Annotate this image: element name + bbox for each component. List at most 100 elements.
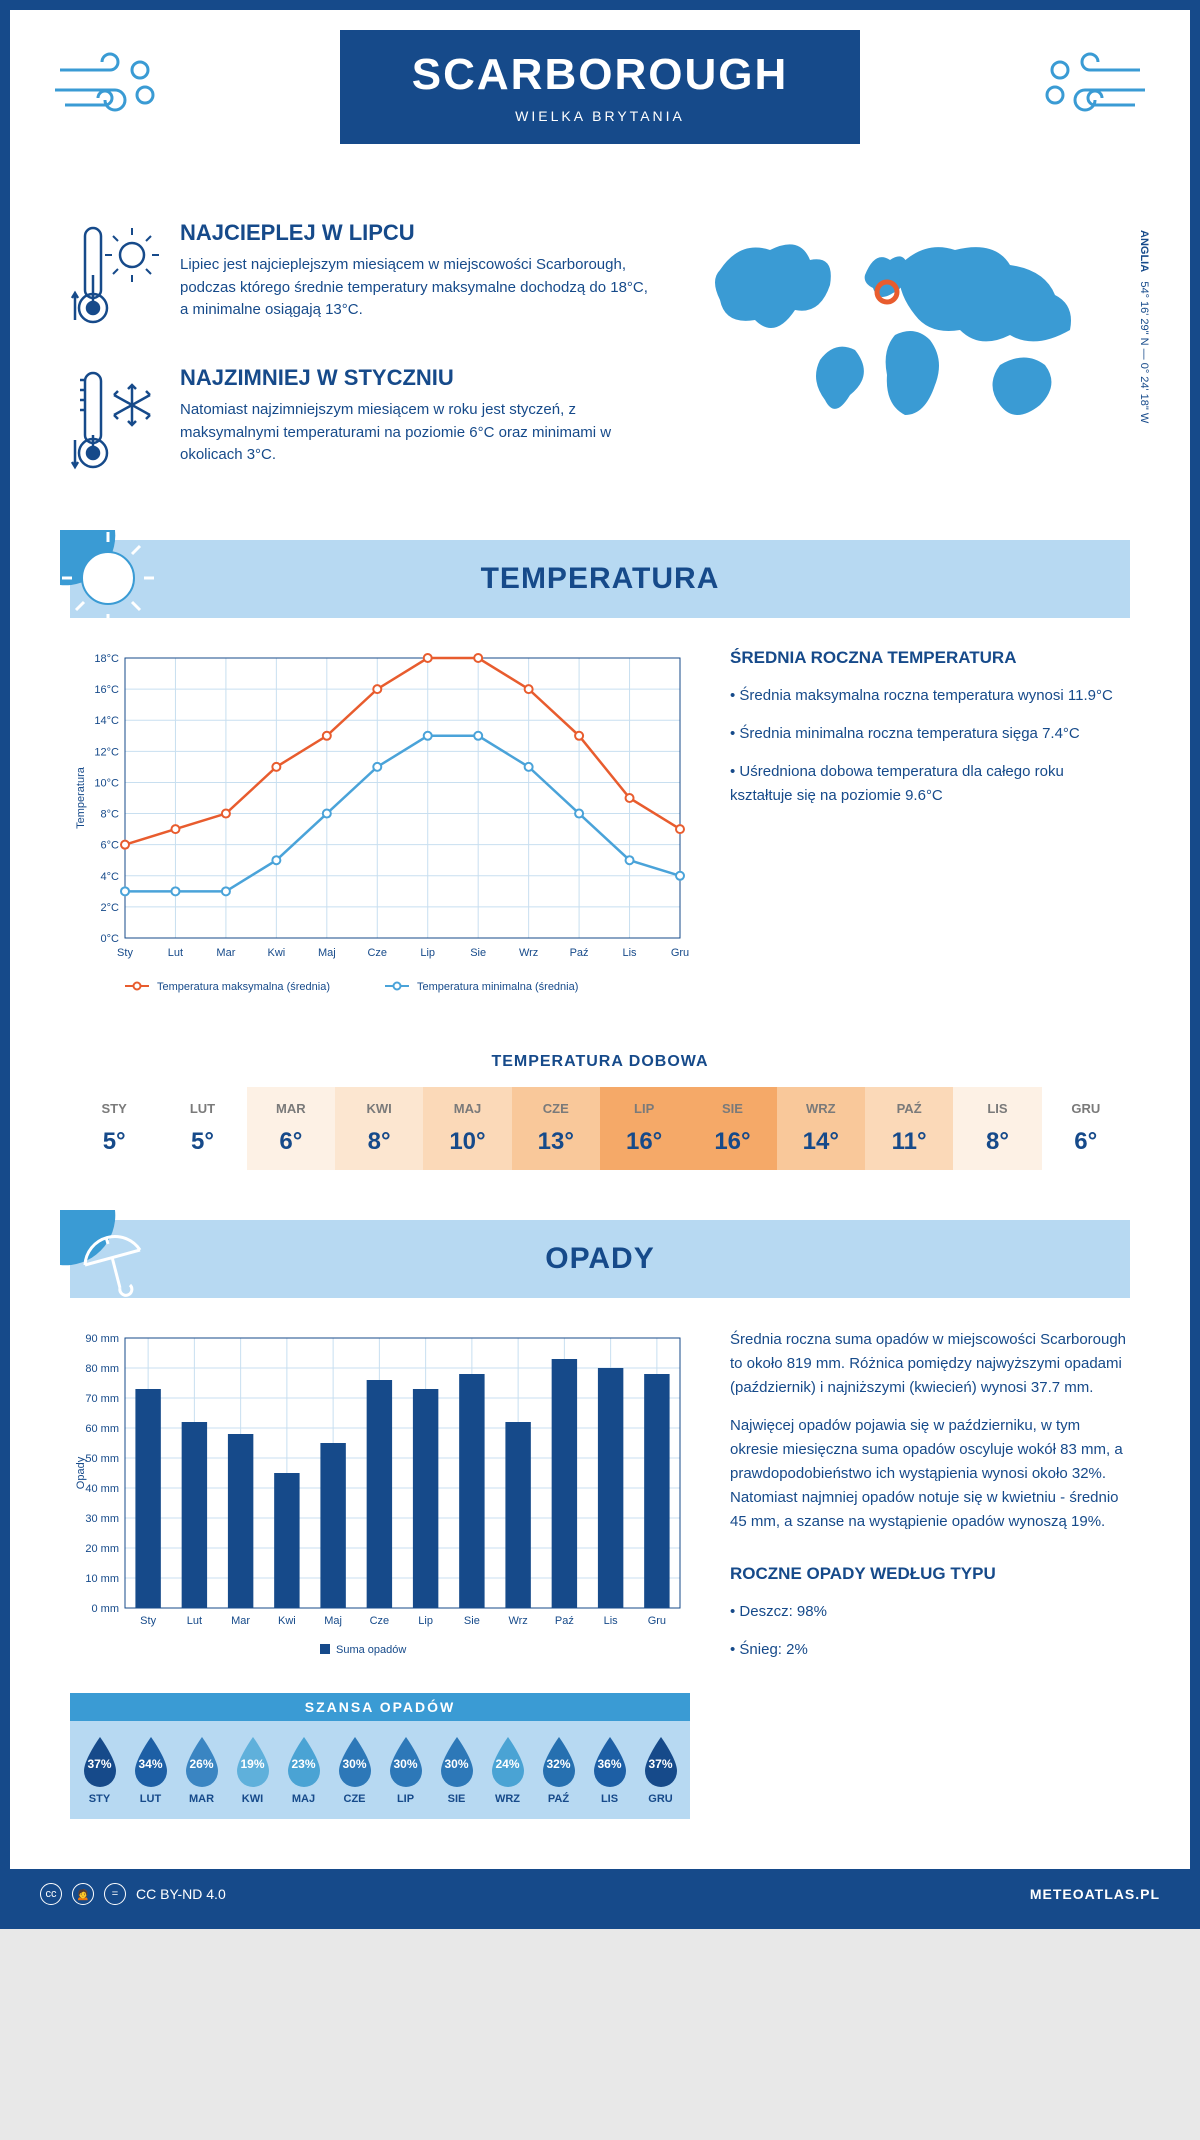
svg-text:Opady: Opady	[75, 1456, 87, 1489]
footer: cc 🙍 = CC BY-ND 4.0 METEOATLAS.PL	[10, 1869, 1190, 1919]
chance-cell: 32%PAŹ	[533, 1735, 584, 1805]
daily-cell: STY5°	[70, 1087, 158, 1170]
svg-text:30 mm: 30 mm	[85, 1513, 119, 1525]
raindrop-icon: 23%	[283, 1735, 325, 1787]
raindrop-icon: 37%	[79, 1735, 121, 1787]
svg-text:0 mm: 0 mm	[92, 1603, 120, 1615]
rain-section-head: OPADY	[70, 1220, 1130, 1298]
temp-bullet: • Średnia maksymalna roczna temperatura …	[730, 684, 1130, 708]
svg-text:12°C: 12°C	[94, 746, 119, 758]
rain-chart-col: 0 mm 10 mm 20 mm 30 mm 40 mm 50 mm 60 mm 70 mm 8…	[70, 1328, 690, 1839]
temp-title: TEMPERATURA	[481, 562, 720, 595]
by-icon: 🙍	[72, 1883, 94, 1905]
chance-cell: 23%MAJ	[278, 1735, 329, 1805]
daily-cell: MAR6°	[247, 1087, 335, 1170]
raindrop-icon: 26%	[181, 1735, 223, 1787]
cold-title: NAJZIMNIEJ W STYCZNIU	[180, 365, 650, 391]
svg-text:Lis: Lis	[623, 947, 638, 959]
svg-text:80 mm: 80 mm	[85, 1363, 119, 1375]
chance-cell: 30%SIE	[431, 1735, 482, 1805]
rain-body: 0 mm 10 mm 20 mm 30 mm 40 mm 50 mm 60 mm 70 mm 8…	[10, 1298, 1190, 1869]
map: ANGLIA 54° 16' 29" N — 0° 24' 18" W	[690, 220, 1130, 510]
header: SCARBOROUGH WIELKA BRYTANIA	[10, 10, 1190, 190]
svg-text:14°C: 14°C	[94, 715, 119, 727]
svg-text:Lis: Lis	[604, 1615, 619, 1627]
svg-text:Maj: Maj	[324, 1615, 342, 1627]
daily-temp: TEMPERATURA DOBOWA STY5°LUT5°MAR6°KWI8°M…	[10, 1043, 1190, 1220]
svg-text:Sie: Sie	[470, 947, 486, 959]
daily-cell: LIP16°	[600, 1087, 688, 1170]
svg-text:Wrz: Wrz	[508, 1615, 527, 1627]
svg-text:6°C: 6°C	[101, 840, 120, 852]
svg-text:Cze: Cze	[367, 947, 387, 959]
raindrop-icon: 34%	[130, 1735, 172, 1787]
svg-text:Gru: Gru	[671, 947, 689, 959]
svg-text:18°C: 18°C	[94, 653, 119, 665]
svg-text:70 mm: 70 mm	[85, 1393, 119, 1405]
svg-text:Sty: Sty	[140, 1615, 156, 1627]
svg-text:10°C: 10°C	[94, 777, 119, 789]
daily-cell: WRZ14°	[777, 1087, 865, 1170]
chance-box: SZANSA OPADÓW 37%STY34%LUT26%MAR19%KWI23…	[70, 1693, 690, 1819]
svg-text:4°C: 4°C	[101, 871, 120, 883]
raindrop-icon: 30%	[334, 1735, 376, 1787]
chance-cell: 37%GRU	[635, 1735, 686, 1805]
svg-text:Lut: Lut	[168, 947, 183, 959]
svg-text:20 mm: 20 mm	[85, 1543, 119, 1555]
svg-text:Lip: Lip	[420, 947, 435, 959]
svg-text:40 mm: 40 mm	[85, 1483, 119, 1495]
rain-text: Średnia roczna suma opadów w miejscowośc…	[730, 1328, 1130, 1839]
city-name: SCARBOROUGH	[370, 50, 830, 100]
chance-cell: 30%CZE	[329, 1735, 380, 1805]
country-name: WIELKA BRYTANIA	[370, 108, 830, 124]
daily-cell: LUT5°	[158, 1087, 246, 1170]
svg-text:Gru: Gru	[648, 1615, 666, 1627]
svg-text:Temperatura minimalna (średnia: Temperatura minimalna (średnia)	[417, 981, 578, 993]
rain-para: Najwięcej opadów pojawia się w październ…	[730, 1414, 1130, 1534]
chance-grid: 37%STY34%LUT26%MAR19%KWI23%MAJ30%CZE30%L…	[70, 1721, 690, 1819]
svg-text:Temperatura: Temperatura	[75, 766, 87, 829]
type-snow: • Śnieg: 2%	[730, 1638, 1130, 1662]
intro: NAJCIEPLEJ W LIPCU Lipiec jest najcieple…	[10, 190, 1190, 540]
thermometer-sun-icon	[70, 220, 160, 335]
svg-text:Lut: Lut	[187, 1615, 202, 1627]
chance-cell: 30%LIP	[380, 1735, 431, 1805]
cold-block: NAJZIMNIEJ W STYCZNIU Natomiast najzimni…	[70, 365, 650, 480]
svg-text:8°C: 8°C	[101, 809, 120, 821]
svg-text:Mar: Mar	[216, 947, 235, 959]
thermometer-snow-icon	[70, 365, 160, 480]
svg-text:10 mm: 10 mm	[85, 1573, 119, 1585]
warm-title: NAJCIEPLEJ W LIPCU	[180, 220, 650, 246]
wind-icon	[50, 45, 170, 130]
svg-text:Mar: Mar	[231, 1615, 250, 1627]
type-title: ROCZNE OPADY WEDŁUG TYPU	[730, 1564, 1130, 1584]
raindrop-icon: 30%	[385, 1735, 427, 1787]
cc-icon: cc	[40, 1883, 62, 1905]
daily-cell: GRU6°	[1042, 1087, 1130, 1170]
temp-text: ŚREDNIA ROCZNA TEMPERATURA • Średnia mak…	[730, 648, 1130, 1013]
license: cc 🙍 = CC BY-ND 4.0	[40, 1883, 226, 1905]
chance-cell: 36%LIS	[584, 1735, 635, 1805]
wind-icon	[1030, 45, 1150, 130]
svg-text:Kwi: Kwi	[278, 1615, 296, 1627]
svg-text:2°C: 2°C	[101, 902, 120, 914]
chance-cell: 37%STY	[74, 1735, 125, 1805]
temp-bullet: • Średnia minimalna roczna temperatura s…	[730, 722, 1130, 746]
daily-cell: MAJ10°	[423, 1087, 511, 1170]
svg-text:Kwi: Kwi	[267, 947, 285, 959]
type-rain: • Deszcz: 98%	[730, 1600, 1130, 1624]
temp-bullet: • Uśredniona dobowa temperatura dla całe…	[730, 760, 1130, 808]
lon: 0° 24' 18" W	[1138, 363, 1150, 424]
sun-icon	[60, 530, 160, 630]
svg-text:Temperatura maksymalna (średni: Temperatura maksymalna (średnia)	[157, 981, 330, 993]
svg-text:50 mm: 50 mm	[85, 1453, 119, 1465]
cold-text: Natomiast najzimniejszym miesiącem w rok…	[180, 399, 650, 467]
page: SCARBOROUGH WIELKA BRYTANIA NAJCIEPLEJ W…	[0, 0, 1200, 1929]
svg-text:60 mm: 60 mm	[85, 1423, 119, 1435]
raindrop-icon: 36%	[589, 1735, 631, 1787]
daily-cell: LIS8°	[953, 1087, 1041, 1170]
site-name: METEOATLAS.PL	[1030, 1886, 1160, 1902]
svg-text:Cze: Cze	[370, 1615, 390, 1627]
title-band: SCARBOROUGH WIELKA BRYTANIA	[340, 30, 860, 144]
daily-cell: KWI8°	[335, 1087, 423, 1170]
